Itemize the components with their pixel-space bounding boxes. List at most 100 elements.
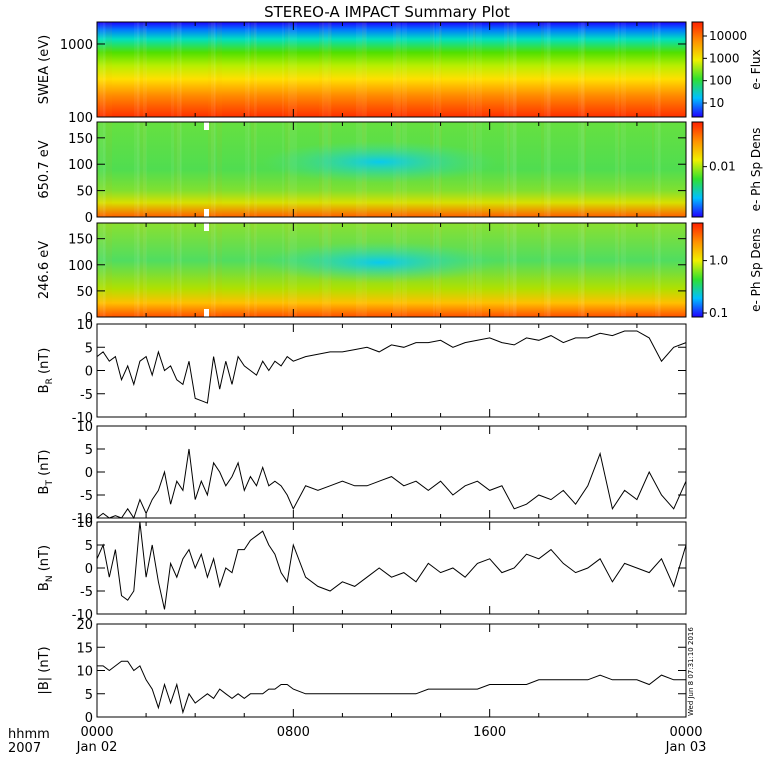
heatmap-streak bbox=[106, 122, 112, 217]
heatmap-streak bbox=[513, 223, 517, 317]
heatmap-streak bbox=[433, 22, 435, 117]
heatmap-streak bbox=[621, 223, 626, 317]
heatmap-streak bbox=[245, 22, 249, 117]
y-tick-label: 5 bbox=[85, 688, 93, 703]
y-axis-label: BN (nT) bbox=[37, 545, 55, 591]
heatmap-streak bbox=[396, 22, 400, 117]
heatmap-streak bbox=[100, 22, 105, 117]
heatmap-streak bbox=[254, 22, 257, 117]
colorbar-label: e- Flux bbox=[749, 49, 763, 89]
heatmap-streak bbox=[541, 22, 544, 117]
y-axis-label: 246.6 eV bbox=[37, 241, 52, 299]
heatmap-low-region bbox=[261, 241, 498, 284]
heatmap-streak bbox=[615, 22, 619, 117]
heatmap-streak bbox=[248, 22, 250, 117]
heatmap-streak bbox=[97, 223, 99, 317]
y-tick-label: 5 bbox=[85, 341, 93, 356]
x-tick-label: 1600 bbox=[473, 725, 506, 740]
heatmap-streak bbox=[322, 22, 325, 117]
heatmap-streak bbox=[171, 122, 174, 217]
y-tick-label: 10 bbox=[76, 665, 93, 680]
heatmap-streak bbox=[103, 122, 106, 217]
y-tick-label: 0 bbox=[85, 466, 93, 481]
heatmap-streak bbox=[214, 22, 216, 117]
heatmap-streak bbox=[655, 22, 660, 117]
heatmap-streak bbox=[180, 122, 182, 217]
heatmap-streak bbox=[513, 22, 517, 117]
heatmap-streak bbox=[140, 223, 146, 317]
y-tick-label: -5 bbox=[80, 585, 93, 600]
y-tick-label: 100 bbox=[68, 259, 93, 274]
heatmap-streak bbox=[359, 22, 365, 117]
heatmap-streak bbox=[251, 223, 256, 317]
y-tick-label: 5 bbox=[85, 443, 93, 458]
heatmap-streak bbox=[544, 223, 550, 317]
y-axis-label: SWEA (eV) bbox=[37, 35, 52, 104]
heatmap-streak bbox=[143, 22, 147, 117]
heatmap-streak bbox=[584, 122, 586, 217]
heatmap-streak bbox=[103, 223, 106, 317]
heatmap-streak bbox=[140, 22, 146, 117]
x-tick-label: 0800 bbox=[277, 725, 310, 740]
trace-bt bbox=[96, 448, 687, 520]
heatmap-streak bbox=[356, 22, 359, 117]
heatmap-streak bbox=[291, 22, 297, 117]
heatmap-streak bbox=[180, 223, 182, 317]
heatmap-streak bbox=[547, 22, 551, 117]
heatmap-streak bbox=[251, 22, 256, 117]
heatmap-streak bbox=[143, 223, 147, 317]
heatmap-streak bbox=[507, 223, 510, 317]
heatmap-streak bbox=[541, 223, 544, 317]
heatmap-streak bbox=[618, 122, 620, 217]
heatmap-low-region bbox=[261, 141, 498, 183]
heatmap-streak bbox=[134, 122, 139, 217]
y-tick-label: -10 bbox=[72, 512, 93, 527]
data-gap bbox=[204, 209, 209, 217]
heatmap-streak bbox=[615, 122, 619, 217]
heatmap-streak bbox=[325, 22, 331, 117]
heatmap-streak bbox=[217, 22, 222, 117]
heatmap-streak bbox=[544, 122, 550, 217]
heatmap-streak bbox=[171, 223, 174, 317]
heatmap-streak bbox=[211, 22, 215, 117]
heatmap-streak bbox=[578, 22, 584, 117]
data-gap bbox=[204, 223, 209, 231]
heatmap-streak bbox=[652, 22, 654, 117]
colorbar-tick-label: 100 bbox=[709, 74, 732, 88]
colorbar-label: e- Ph Sp Dens bbox=[749, 228, 763, 312]
y-tick-label: 0 bbox=[85, 311, 93, 326]
heatmap-streak bbox=[319, 22, 324, 117]
y-axis-label: 650.7 eV bbox=[37, 140, 52, 198]
frame-bmag bbox=[96, 623, 687, 718]
heatmap-streak bbox=[97, 122, 99, 217]
heatmap-streak bbox=[211, 223, 215, 317]
y-tick-label: 15 bbox=[76, 641, 93, 656]
x-date-label: Jan 02 bbox=[76, 740, 118, 755]
heatmap-streak bbox=[584, 22, 586, 117]
heatmap-streak bbox=[658, 223, 661, 317]
frame-br bbox=[96, 323, 687, 418]
heatmap-streak bbox=[171, 22, 174, 117]
heatmap-streak bbox=[544, 22, 550, 117]
heatmap-streak bbox=[547, 122, 551, 217]
heatmap-streak bbox=[578, 122, 584, 217]
colorbar-tick-label: 0.1 bbox=[709, 306, 728, 320]
x-date-label: Jan 03 bbox=[665, 740, 707, 755]
y-tick-label: 0 bbox=[85, 562, 93, 577]
heatmap-streak bbox=[510, 223, 516, 317]
heatmap-streak bbox=[470, 22, 475, 117]
heatmap-streak bbox=[541, 122, 544, 217]
data-gap bbox=[204, 309, 209, 317]
colorbar-pad246 bbox=[691, 222, 704, 318]
colorbar-tick-label: 10000 bbox=[709, 29, 747, 43]
y-axis-label: |B| (nT) bbox=[37, 646, 52, 694]
heatmap-streak bbox=[504, 122, 509, 217]
heatmap-streak bbox=[393, 22, 399, 117]
y-tick-label: -10 bbox=[72, 608, 93, 623]
y-axis-label: BT (nT) bbox=[37, 450, 55, 495]
colorbar-label: e- Ph Sp Dens bbox=[749, 128, 763, 212]
heatmap-streak bbox=[100, 122, 105, 217]
heatmap-streak bbox=[476, 22, 482, 117]
